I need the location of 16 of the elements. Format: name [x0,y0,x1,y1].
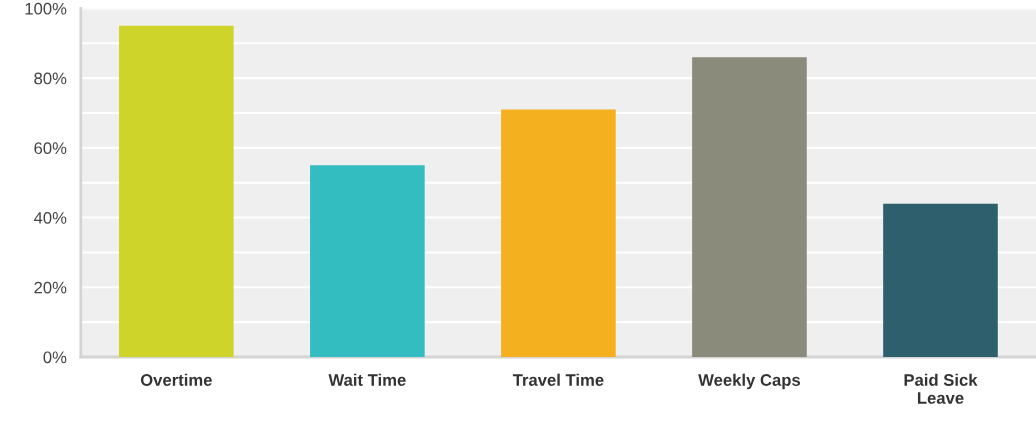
bar [883,203,998,358]
y-tick-label: 100% [25,2,67,15]
bar [310,165,425,358]
y-tick-label: 80% [34,72,67,85]
x-tick-label: Overtime [140,373,212,386]
x-tick-label: Weekly Caps [698,373,801,390]
bar [692,57,807,358]
y-tick-label: 20% [34,281,67,294]
y-tick-label: 40% [33,211,67,224]
bar [119,25,234,358]
bar [501,109,616,358]
y-tick-label: 60% [34,142,67,155]
x-tick-label: Wait Time [328,373,406,386]
x-tick-label: Travel Time [512,373,604,386]
x-tick-label: Paid Sick Leave [904,373,978,404]
y-tick-label: 0% [43,351,67,364]
